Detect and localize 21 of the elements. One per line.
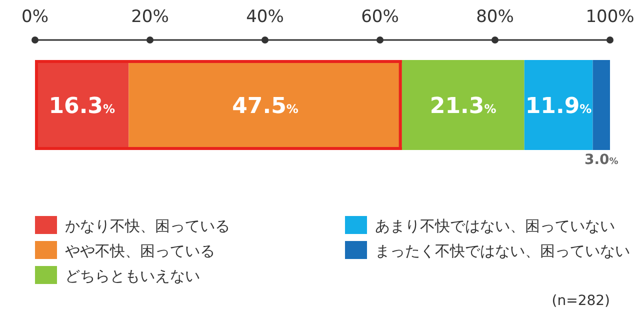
data-label: 47.5% bbox=[232, 94, 298, 119]
legend-label: あまり不快ではない、困っていない bbox=[375, 217, 615, 235]
x-tick-label: 100% bbox=[586, 7, 634, 27]
data-label: 16.3% bbox=[48, 94, 116, 119]
data-label: 3.0% bbox=[584, 152, 618, 168]
bar bbox=[402, 60, 524, 150]
legend-label: どちらともいえない bbox=[65, 267, 200, 285]
legend-label: まったく不快ではない、困っていない bbox=[375, 242, 630, 260]
bar bbox=[128, 60, 402, 150]
data-label: 21.3% bbox=[430, 94, 496, 119]
data-label: 11.9% bbox=[525, 94, 592, 119]
x-tick-label: 60% bbox=[361, 7, 399, 27]
x-tick-label: 80% bbox=[476, 7, 514, 27]
text: (n=282) bbox=[552, 293, 610, 309]
legend-label: かなり不快、困っている bbox=[65, 217, 230, 235]
bar bbox=[524, 60, 593, 150]
x-tick-label: 20% bbox=[131, 7, 169, 27]
x-tick-label: 0% bbox=[22, 7, 48, 27]
legend-label: やや不快、困っている bbox=[65, 242, 215, 260]
x-tick-label: 40% bbox=[246, 7, 284, 27]
bar bbox=[592, 60, 610, 150]
